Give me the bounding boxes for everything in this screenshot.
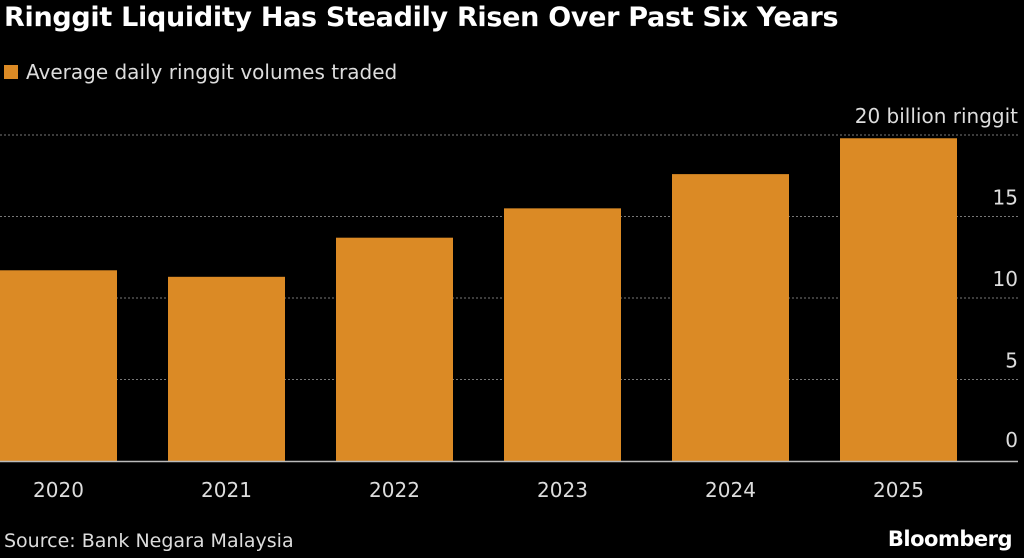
x-tick-label: 2022 — [369, 478, 420, 502]
x-tick-label: 2020 — [33, 478, 84, 502]
x-tick-label: 2024 — [705, 478, 756, 502]
bar-2023 — [504, 208, 621, 461]
legend-label: Average daily ringgit volumes traded — [26, 60, 398, 84]
x-tick-label: 2025 — [873, 478, 924, 502]
x-tick-label: 2021 — [201, 478, 252, 502]
bar-2022 — [336, 237, 453, 461]
legend: Average daily ringgit volumes traded — [4, 60, 397, 84]
y-tick-label: 10 — [993, 267, 1018, 291]
chart-title: Ringgit Liquidity Has Steadily Risen Ove… — [4, 2, 839, 33]
y-tick-label: 15 — [993, 186, 1018, 210]
bar-2024 — [672, 174, 789, 461]
source-note: Source: Bank Negara Malaysia — [4, 530, 294, 552]
y-tick-label: 5 — [1005, 349, 1018, 373]
bloomberg-logo: Bloomberg — [887, 527, 1013, 551]
x-tick-label: 2023 — [537, 478, 588, 502]
legend-swatch — [4, 65, 18, 79]
bar-2025 — [840, 138, 957, 461]
bar-2020 — [0, 270, 117, 461]
y-tick-label: 0 — [1005, 428, 1018, 452]
bar-2021 — [168, 276, 285, 461]
y-tick-label: 20 billion ringgit — [855, 104, 1018, 128]
